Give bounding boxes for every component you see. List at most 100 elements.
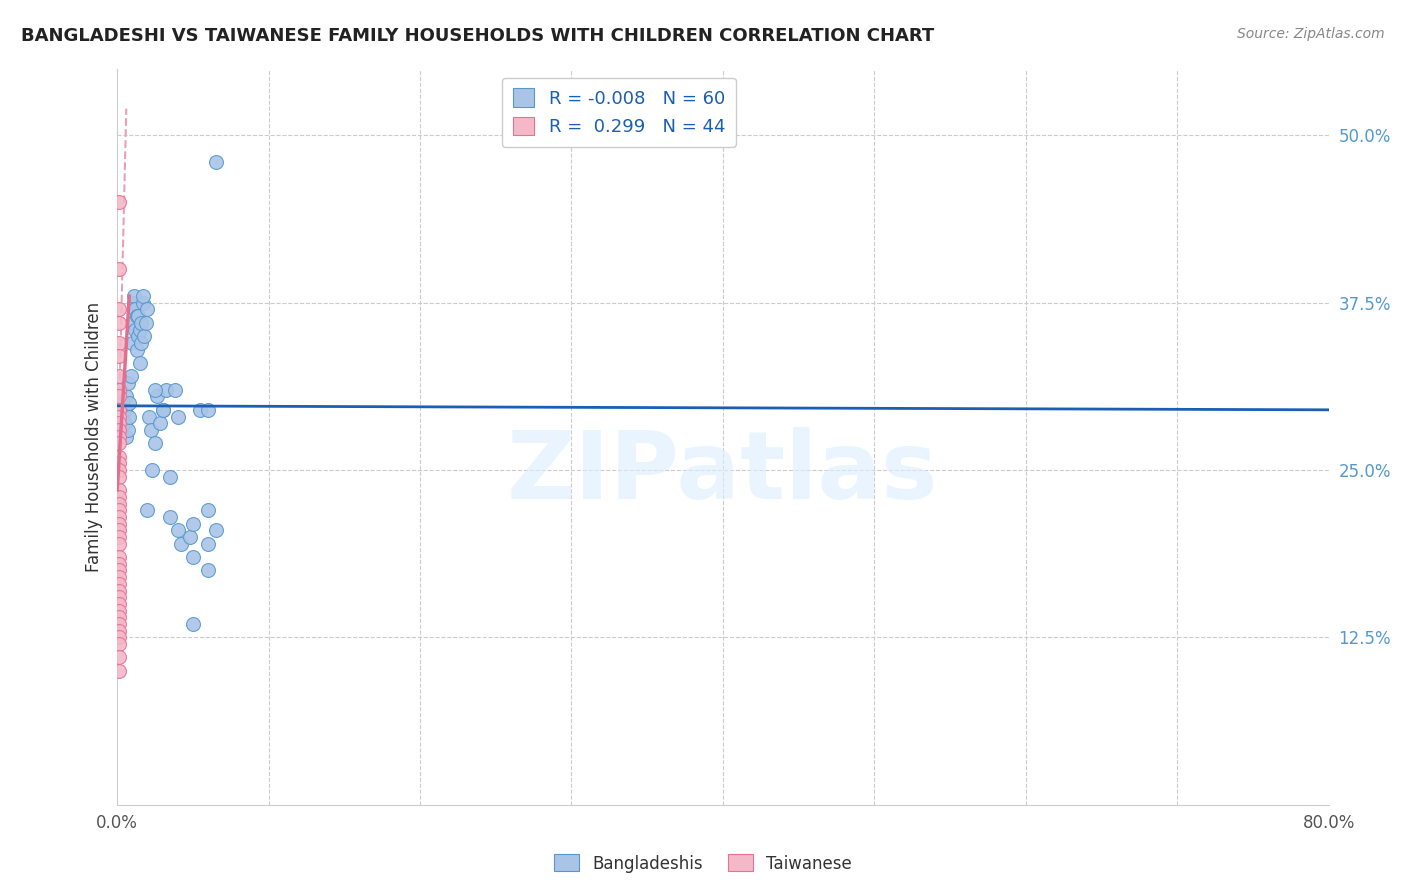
Point	[152, 402, 174, 417]
Point	[141, 463, 163, 477]
Point	[197, 503, 219, 517]
Point	[111, 402, 134, 417]
Point	[163, 383, 186, 397]
Point	[107, 456, 129, 470]
Point	[107, 624, 129, 638]
Point	[107, 409, 129, 424]
Point	[155, 383, 177, 397]
Point	[134, 329, 156, 343]
Point	[120, 369, 142, 384]
Point	[107, 469, 129, 483]
Point	[124, 302, 146, 317]
Point	[117, 423, 139, 437]
Point	[135, 316, 157, 330]
Point	[107, 349, 129, 363]
Point	[143, 436, 166, 450]
Point	[122, 289, 145, 303]
Point	[117, 376, 139, 390]
Point	[107, 557, 129, 571]
Point	[107, 610, 129, 624]
Point	[107, 436, 129, 450]
Point	[122, 295, 145, 310]
Point	[114, 416, 136, 430]
Point	[107, 389, 129, 403]
Point	[204, 155, 226, 169]
Point	[110, 383, 132, 397]
Point	[197, 564, 219, 578]
Point	[107, 383, 129, 397]
Point	[197, 537, 219, 551]
Point	[118, 409, 141, 424]
Point	[129, 356, 152, 370]
Point	[107, 262, 129, 277]
Point	[132, 289, 155, 303]
Point	[131, 316, 153, 330]
Point	[107, 550, 129, 565]
Point	[107, 402, 129, 417]
Point	[107, 516, 129, 531]
Point	[152, 402, 174, 417]
Point	[107, 664, 129, 678]
Point	[107, 496, 129, 510]
Point	[107, 302, 129, 317]
Point	[107, 316, 129, 330]
Point	[107, 416, 129, 430]
Point	[107, 490, 129, 504]
Point	[181, 617, 204, 632]
Point	[107, 423, 129, 437]
Point	[179, 530, 201, 544]
Point	[181, 516, 204, 531]
Text: BANGLADESHI VS TAIWANESE FAMILY HOUSEHOLDS WITH CHILDREN CORRELATION CHART: BANGLADESHI VS TAIWANESE FAMILY HOUSEHOL…	[21, 27, 935, 45]
Point	[190, 402, 212, 417]
Point	[107, 463, 129, 477]
Point	[127, 329, 149, 343]
Point	[107, 597, 129, 611]
Point	[125, 309, 148, 323]
Point	[124, 322, 146, 336]
Point	[107, 604, 129, 618]
Point	[114, 402, 136, 417]
Point	[115, 429, 138, 443]
Point	[136, 503, 159, 517]
Point	[107, 429, 129, 443]
Point	[166, 409, 188, 424]
Point	[131, 335, 153, 350]
Legend: Bangladeshis, Taiwanese: Bangladeshis, Taiwanese	[547, 847, 859, 880]
Point	[107, 570, 129, 584]
Point	[159, 509, 181, 524]
Point	[125, 343, 148, 357]
Point	[204, 523, 226, 537]
Point	[107, 591, 129, 605]
Point	[138, 409, 160, 424]
Point	[159, 469, 181, 483]
Point	[107, 195, 129, 210]
Point	[115, 389, 138, 403]
Point	[107, 530, 129, 544]
Y-axis label: Family Households with Children: Family Households with Children	[86, 301, 103, 572]
Point	[129, 322, 152, 336]
Point	[107, 564, 129, 578]
Point	[181, 550, 204, 565]
Point	[132, 295, 155, 310]
Point	[107, 369, 129, 384]
Point	[107, 483, 129, 497]
Point	[107, 537, 129, 551]
Point	[197, 402, 219, 417]
Text: ZIPatlas: ZIPatlas	[508, 427, 939, 519]
Point	[107, 650, 129, 665]
Point	[107, 523, 129, 537]
Point	[107, 335, 129, 350]
Point	[121, 335, 143, 350]
Point	[107, 577, 129, 591]
Point	[127, 309, 149, 323]
Point	[107, 509, 129, 524]
Point	[107, 503, 129, 517]
Point	[149, 416, 172, 430]
Text: Source: ZipAtlas.com: Source: ZipAtlas.com	[1237, 27, 1385, 41]
Point	[121, 316, 143, 330]
Point	[112, 416, 135, 430]
Point	[166, 523, 188, 537]
Point	[143, 383, 166, 397]
Point	[107, 617, 129, 632]
Point	[107, 450, 129, 464]
